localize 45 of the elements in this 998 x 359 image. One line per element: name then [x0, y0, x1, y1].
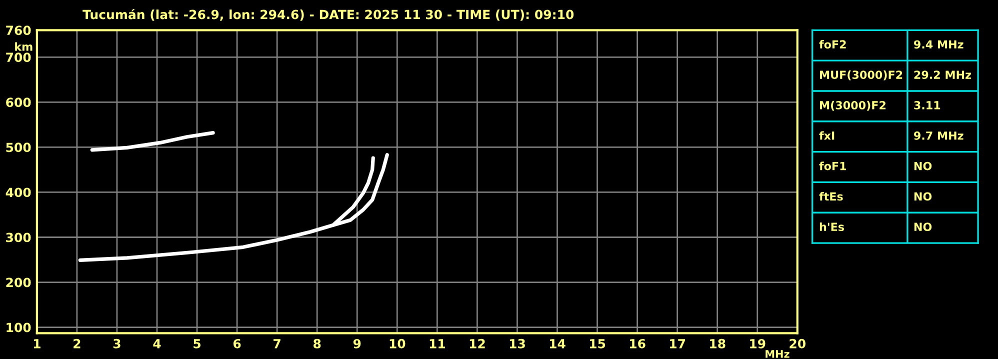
y-tick-label: 600 [6, 98, 31, 108]
x-tick-label: 14 [550, 339, 566, 348]
x-tick-label: 18 [710, 338, 726, 348]
x-tick-label: 4 [153, 339, 161, 348]
text: NO [914, 222, 932, 232]
y-tick-label: 500 [6, 142, 31, 152]
text: h'Es [820, 222, 844, 232]
x-tick-label: 19 [750, 338, 766, 348]
text: foF2 [819, 40, 846, 49]
x-tick-label: 1 [34, 339, 40, 348]
x-axis-title: MHz [766, 350, 790, 358]
y-tick-label: 100 [6, 322, 31, 332]
x-tick-label: 10 [390, 338, 406, 348]
x-tick-label: 7 [274, 339, 280, 348]
text: NO [914, 162, 932, 170]
x-tick-label: 16 [630, 338, 646, 348]
x-tick-label: 17 [670, 339, 686, 348]
text: 29.2 MHz [914, 70, 972, 79]
y-axis-title: km [15, 42, 32, 51]
y-tick-label: 300 [6, 232, 31, 242]
y-tick-label: 760 [6, 26, 31, 36]
text: fxI [819, 131, 834, 140]
text: foF1 [819, 162, 846, 170]
x-tick-label: 9 [353, 338, 361, 348]
x-tick-label: 5 [194, 339, 200, 348]
chart-title: Tucumán (lat: -26.9, lon: 294.6) - DATE: 2025 11 30 - TIME (UT): 09:10 [82, 9, 574, 21]
x-tick-label: 2 [74, 338, 80, 348]
text: MUF(3000)F2 [820, 70, 902, 80]
x-tick-label: 8 [314, 338, 321, 348]
text: 9.7 MHz [914, 131, 964, 140]
x-tick-label: 13 [510, 338, 525, 348]
y-tick-label: 400 [6, 188, 31, 198]
text: 9.4 MHz [914, 40, 964, 49]
x-tick-label: 20 [790, 338, 806, 348]
text: 3.11 [914, 101, 940, 110]
x-tick-label: 3 [113, 338, 120, 348]
text: M(3000)F2 [820, 100, 886, 111]
x-tick-label: 6 [233, 338, 241, 348]
x-tick-label: 11 [430, 339, 446, 348]
y-tick-label: 200 [6, 278, 31, 288]
y-tick-label: 700 [6, 52, 31, 62]
text: ftEs [819, 192, 843, 201]
x-tick-label: 12 [470, 338, 485, 348]
x-tick-label: 15 [590, 339, 606, 348]
text: NO [914, 192, 932, 201]
